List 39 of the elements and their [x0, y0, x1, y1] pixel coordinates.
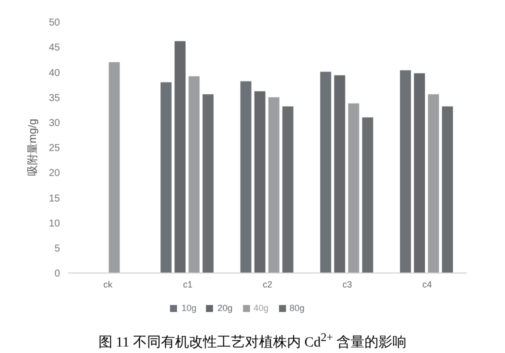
bar — [362, 117, 374, 273]
bar — [428, 94, 439, 273]
y-tick-label: 20 — [48, 168, 60, 180]
y-axis-title: 吸附量mg/g — [26, 118, 39, 176]
legend-label: 80g — [290, 303, 305, 313]
bar — [400, 70, 411, 273]
text: 图 11 不同有机改性工艺对植株内 Cd$^{2+}$ 含量的影响 — [97, 331, 408, 352]
y-tick-label: 50 — [48, 18, 60, 29]
x-tick-label: ck — [103, 279, 113, 290]
x-tick-label: c1 — [182, 279, 192, 290]
bar — [282, 106, 294, 273]
bar — [160, 82, 172, 273]
bar — [268, 97, 280, 273]
bar — [202, 94, 214, 273]
bar — [334, 75, 346, 273]
y-tick-label: 0 — [54, 268, 60, 280]
y-tick-label: 15 — [48, 193, 60, 204]
y-tick-label: 40 — [48, 68, 60, 79]
bar — [240, 81, 252, 273]
bar — [254, 91, 266, 273]
bar — [174, 41, 186, 273]
y-tick-label: 10 — [48, 218, 60, 230]
y-tick-label: 5 — [54, 243, 60, 254]
bar — [442, 106, 453, 273]
y-tick-label: 30 — [48, 118, 60, 129]
x-tick-label: c3 — [342, 279, 352, 290]
bar — [414, 73, 425, 273]
bar — [348, 103, 360, 273]
y-tick-label: 35 — [48, 92, 60, 104]
bar — [108, 62, 120, 273]
x-tick-label: c2 — [262, 279, 272, 290]
y-tick-label: 45 — [48, 42, 60, 54]
legend-label: 40g — [254, 303, 269, 313]
legend-label: 10g — [181, 303, 196, 313]
legend-label: 20g — [217, 303, 232, 313]
x-tick-label: c4 — [422, 279, 432, 290]
bar — [320, 72, 332, 273]
y-tick-label: 25 — [48, 143, 60, 154]
bar — [188, 76, 200, 273]
